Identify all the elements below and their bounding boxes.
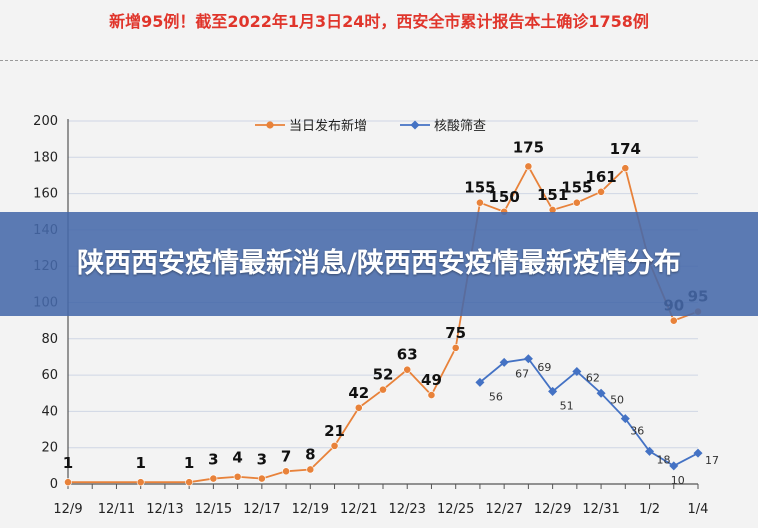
- data-point: [330, 441, 339, 450]
- series-line-daily-new: [68, 164, 699, 484]
- y-tick-label: 20: [41, 441, 58, 456]
- data-point: [306, 465, 315, 474]
- data-label: 1: [184, 454, 194, 472]
- data-point: [282, 467, 290, 476]
- data-label: 21: [324, 422, 345, 440]
- y-tick-label: 0: [50, 477, 58, 492]
- data-point: [136, 478, 145, 487]
- data-label: 150: [488, 188, 519, 206]
- x-tick-label: 12/31: [582, 502, 619, 517]
- data-label: 10: [671, 474, 685, 487]
- legend-marker-daily-new: [266, 121, 274, 129]
- data-label: 67: [515, 367, 529, 380]
- x-tick-label: 12/23: [388, 502, 425, 517]
- data-label: 155: [464, 179, 495, 197]
- title-banner: 陕西西安疫情最新消息/陕西西安疫情最新疫情分布: [0, 212, 758, 316]
- data-point: [354, 403, 363, 412]
- x-tick-label: 12/11: [98, 502, 135, 517]
- data-point: [548, 386, 558, 396]
- x-tick-label: 12/29: [534, 502, 571, 517]
- data-label: 3: [208, 451, 218, 469]
- data-point: [257, 474, 266, 483]
- x-tick-label: 12/13: [146, 502, 183, 517]
- x-tick-label: 12/9: [53, 502, 82, 517]
- data-label: 1: [135, 454, 145, 472]
- data-label: 174: [610, 140, 641, 158]
- data-label: 50: [610, 393, 624, 406]
- data-label: 36: [630, 425, 644, 438]
- data-point: [427, 391, 436, 399]
- x-tick-label: 12/25: [437, 502, 474, 517]
- series-line-screening: [479, 357, 699, 467]
- data-label: 63: [397, 346, 418, 364]
- data-point: [669, 316, 678, 325]
- legend-marker-screening: [410, 120, 420, 130]
- data-label: 56: [489, 390, 503, 403]
- y-tick-label: 200: [33, 114, 58, 129]
- legend-label-screening: 核酸筛查: [434, 119, 486, 134]
- data-label: 4: [232, 449, 242, 467]
- x-tick-label: 12/27: [485, 502, 522, 517]
- data-point: [451, 343, 460, 352]
- data-point: [669, 461, 679, 471]
- y-tick-label: 60: [41, 368, 58, 383]
- x-tick-label: 1/2: [639, 502, 660, 517]
- data-point: [524, 162, 533, 171]
- data-label: 75: [445, 324, 466, 342]
- data-point: [645, 446, 655, 456]
- data-label: 62: [586, 371, 600, 384]
- data-point: [233, 472, 242, 481]
- y-tick-label: 80: [41, 332, 58, 347]
- divider: [0, 60, 758, 61]
- data-label: 175: [513, 138, 544, 156]
- y-tick-label: 160: [33, 187, 58, 202]
- data-label: 1: [63, 454, 73, 472]
- data-label: 151: [537, 186, 568, 204]
- data-point: [185, 478, 194, 487]
- x-tick-label: 12/15: [195, 502, 232, 517]
- data-point: [379, 385, 387, 394]
- data-point: [476, 198, 484, 207]
- data-point: [621, 164, 630, 173]
- data-point: [572, 366, 582, 376]
- data-label: 161: [585, 168, 616, 186]
- legend-label-daily-new: 当日发布新增: [289, 118, 367, 134]
- data-label: 7: [281, 447, 291, 465]
- data-label: 51: [560, 399, 574, 412]
- data-point: [64, 478, 72, 487]
- data-point: [572, 198, 581, 207]
- x-tick-label: 1/4: [688, 502, 709, 517]
- y-tick-label: 180: [33, 150, 58, 165]
- data-label: 42: [348, 384, 369, 402]
- data-label: 155: [561, 179, 592, 197]
- x-tick-label: 12/17: [243, 502, 280, 517]
- data-point: [209, 474, 218, 483]
- x-tick-label: 12/21: [340, 502, 377, 517]
- banner-text: 陕西西安疫情最新消息/陕西西安疫情最新疫情分布: [77, 248, 681, 279]
- data-label: 49: [421, 371, 442, 389]
- data-label: 3: [257, 451, 267, 469]
- data-label: 18: [657, 453, 671, 466]
- data-point: [693, 448, 703, 458]
- data-label: 17: [705, 454, 719, 467]
- data-label: 52: [373, 366, 394, 384]
- data-point: [403, 365, 412, 374]
- y-tick-label: 40: [41, 404, 58, 419]
- data-label: 8: [305, 445, 315, 463]
- x-tick-label: 12/19: [292, 502, 329, 517]
- headline: 新增95例！截至2022年1月3日24时，西安全市累计报告本土确诊1758例: [109, 12, 649, 31]
- data-label: 69: [537, 361, 551, 374]
- data-point: [596, 388, 606, 398]
- data-point: [597, 187, 605, 196]
